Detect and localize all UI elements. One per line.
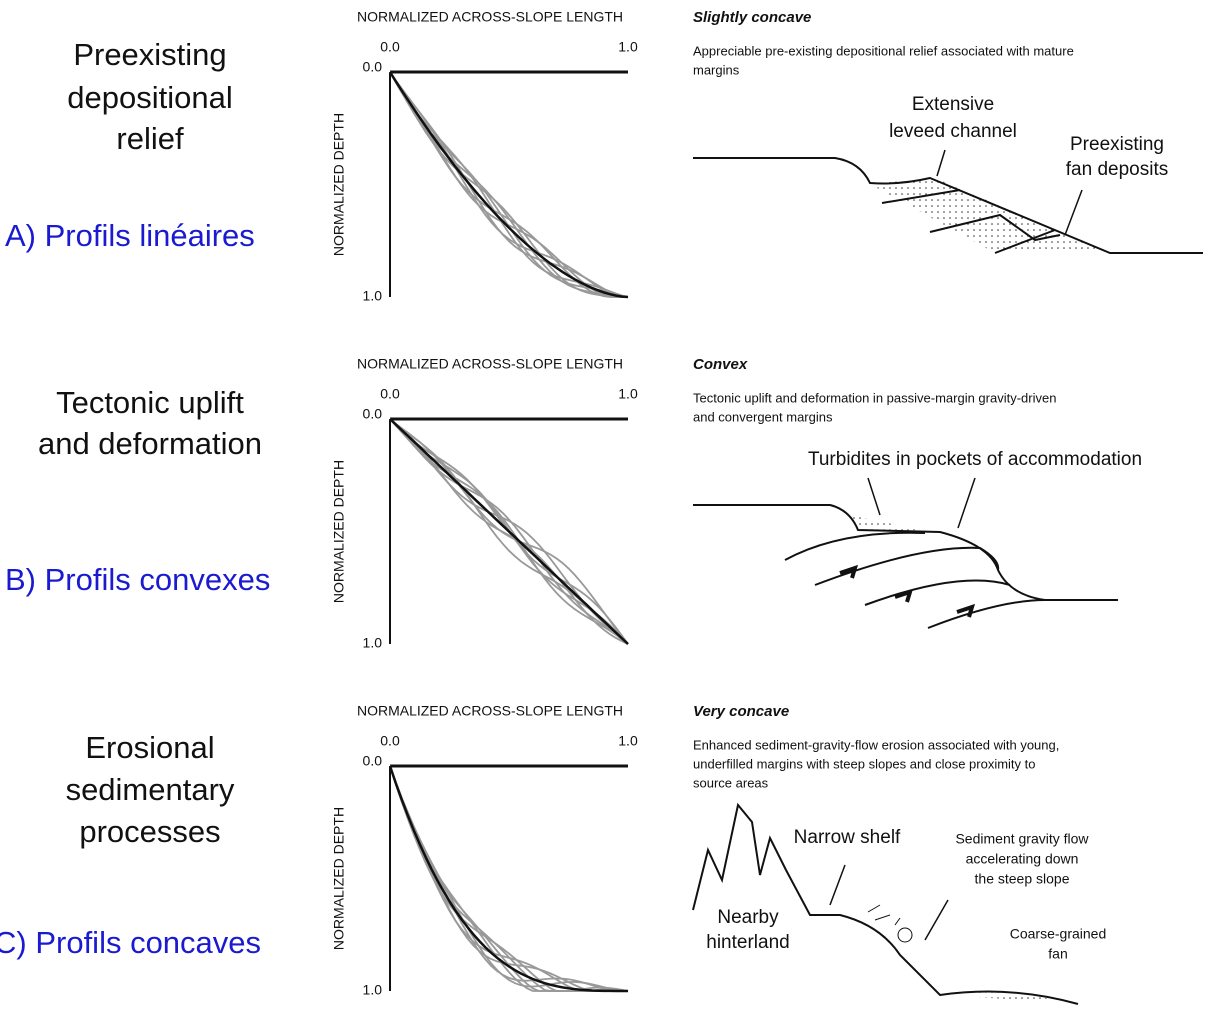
annotation: Nearby [717,907,779,928]
annotation: Turbidites in pockets of accommodation [808,449,1142,470]
annotation: Extensive [912,94,994,115]
y-tick-label: 1.0 [363,982,383,998]
x-tick-label: 1.0 [618,386,638,402]
annotation: fan [1048,946,1067,962]
panel-title: Erosional [85,730,214,765]
x-tick-label: 1.0 [618,733,638,749]
diagram-b [693,478,1118,628]
description: Enhanced sediment-gravity-flow erosion a… [693,737,1059,752]
y-tick-label: 0.0 [363,406,383,422]
description: underfilled margins with steep slopes an… [693,756,1036,771]
profile-type: Convex [693,356,748,373]
profile-type: Slightly concave [693,9,811,26]
annotation: hinterland [706,932,789,953]
profile-curve [390,72,628,297]
description: Tectonic uplift and deformation in passi… [693,390,1056,405]
x-axis-title: NORMALIZED ACROSS-SLOPE LENGTH [357,703,623,719]
profile-curve [390,72,628,297]
panel-title: sedimentary [66,772,235,807]
panel-label: B) Profils convexes [5,562,270,597]
annotation: the steep slope [975,871,1070,887]
x-axis-title: NORMALIZED ACROSS-SLOPE LENGTH [357,356,623,372]
y-tick-label: 1.0 [363,635,383,651]
panel-title: processes [79,814,220,849]
y-tick-label: 0.0 [363,753,383,769]
panel-title: depositional [67,80,232,115]
profile-curve [390,72,628,297]
description: margins [693,62,740,77]
y-axis-title: NORMALIZED DEPTH [331,113,347,256]
profile-curve [390,72,628,297]
panel-title: Preexisting [73,37,226,72]
description: Appreciable pre-existing depositional re… [693,43,1074,58]
profile-curve [390,72,628,297]
profile-curve [390,72,628,297]
description: source areas [693,775,769,790]
description: and convergent margins [693,409,833,424]
y-axis-title: NORMALIZED DEPTH [331,807,347,950]
x-tick-label: 0.0 [380,386,400,402]
panel-title: Tectonic uplift [56,385,244,420]
x-axis-title: NORMALIZED ACROSS-SLOPE LENGTH [357,9,623,25]
x-tick-label: 0.0 [380,733,400,749]
profile-type: Very concave [693,703,789,720]
y-axis-title: NORMALIZED DEPTH [331,460,347,603]
panel-label: C) Profils concaves [0,925,261,960]
y-tick-label: 0.0 [363,59,383,75]
mean-profile [390,419,628,644]
annotation: Coarse-grained [1010,926,1107,942]
y-tick-label: 1.0 [363,288,383,304]
annotation: Sediment gravity flow [955,831,1089,847]
annotation: accelerating down [966,851,1079,867]
panel-title: and deformation [38,426,262,461]
annotation: fan deposits [1066,159,1168,180]
profile-curve [390,72,628,297]
profile-curve [390,72,628,297]
x-tick-label: 1.0 [618,39,638,55]
profile-curve [390,766,628,991]
figure: Preexisting depositional relief A) Profils … [0,0,1209,1009]
panel-title: relief [116,121,184,156]
annotation: Narrow shelf [794,827,901,848]
annotation: leveed channel [889,121,1017,142]
x-tick-label: 0.0 [380,39,400,55]
panel-label: A) Profils linéaires [5,218,255,253]
annotation: Preexisting [1070,134,1164,155]
mean-profile [390,72,628,297]
